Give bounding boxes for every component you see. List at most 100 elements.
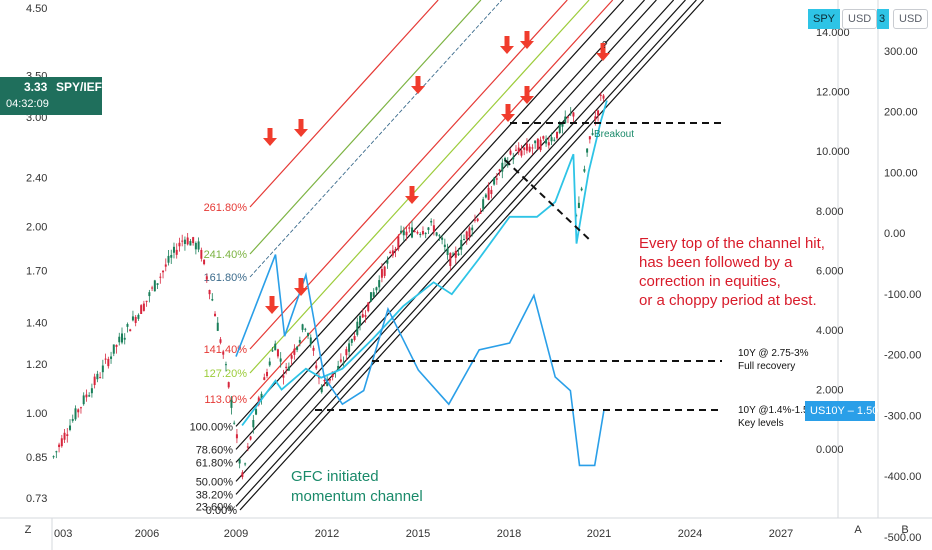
candle-body: [293, 348, 296, 355]
channel-line: [239, 0, 705, 511]
ratio-price-tag[interactable]: 3.33 SPY/IEF 04:32:09: [0, 77, 102, 115]
spy-currency-button[interactable]: USD: [842, 9, 878, 29]
candle-body: [77, 409, 80, 413]
candle-body: [531, 147, 534, 149]
candle-body: [238, 459, 241, 464]
channel-level-label: 38.20%: [196, 489, 234, 501]
candle-body: [482, 199, 485, 209]
channel-level-label: 127.20%: [204, 368, 248, 380]
left-tick-label: 1.40: [26, 318, 47, 330]
candle-body: [301, 324, 304, 330]
candle-body: [545, 139, 548, 144]
pct-currency-button[interactable]: USD: [893, 9, 929, 29]
x-tick-label: 003: [54, 528, 72, 540]
pct-tick-label: 300.00: [884, 46, 918, 58]
channel-line: [235, 0, 697, 507]
candle-body: [266, 371, 269, 377]
channel-line: [235, 0, 625, 427]
candle-body: [337, 365, 340, 370]
candle-body: [400, 230, 403, 233]
fib-channel: 261.80% 241.40% 161.80% 141.40% 127.20% 113.0…: [190, 0, 705, 517]
candle-body: [148, 292, 151, 297]
us10y-separator: –: [847, 405, 857, 417]
candle-body: [268, 361, 271, 366]
candle-body: [255, 409, 258, 415]
candle-body: [356, 321, 359, 335]
candle-body: [257, 397, 260, 405]
candle-body: [367, 302, 370, 312]
arrow-marker: [520, 86, 534, 104]
log-scale-toggle[interactable]: B: [901, 524, 909, 536]
candle-body: [394, 248, 397, 251]
candle-body: [71, 419, 74, 421]
candle-body: [142, 303, 145, 311]
candle-body: [153, 280, 156, 292]
arrow-marker: [263, 128, 277, 146]
arrow-marker: [294, 119, 308, 137]
candle-body: [597, 110, 600, 116]
candle-body: [307, 333, 310, 337]
channel-line: [235, 0, 645, 450]
candle-body: [101, 365, 104, 373]
left-tick-label: 1.70: [26, 265, 47, 277]
zoom-toggle[interactable]: Z: [24, 524, 32, 536]
candle-body: [345, 349, 348, 356]
candle-body: [514, 149, 517, 151]
candle-body: [287, 366, 290, 371]
candle-body: [454, 250, 457, 258]
bar-countdown: 04:32:09: [6, 98, 49, 110]
candle-body: [55, 451, 58, 453]
candle-body: [58, 444, 61, 448]
candle-body: [339, 359, 342, 362]
level-label: Full recovery: [738, 361, 795, 372]
arrow-marker: [596, 43, 610, 61]
candle-body: [121, 333, 123, 343]
candle-body: [350, 339, 353, 343]
candle-body: [131, 316, 134, 321]
candle-body: [162, 270, 165, 273]
channel-level-label: 100.00%: [190, 421, 234, 433]
us10y-price-tag[interactable]: US10Y – 1.505: [805, 401, 884, 421]
note-line: has been followed by a: [639, 254, 793, 271]
candle-body: [137, 314, 140, 319]
candle-body: [583, 169, 586, 172]
candle-body: [421, 231, 424, 235]
arrow-marker: [500, 36, 514, 54]
candle-body: [328, 378, 331, 381]
candle-body: [588, 136, 591, 140]
candle-body: [227, 382, 230, 388]
auto-scale-toggle[interactable]: A: [854, 524, 862, 536]
candle-body: [112, 344, 115, 354]
candle-body: [320, 386, 323, 393]
left-tick-label: 3.00: [26, 112, 47, 124]
breakout-label: Breakout: [594, 129, 634, 140]
x-tick-label: 2027: [769, 528, 793, 540]
ratio-current-value: 3.33: [24, 80, 48, 94]
pct-tick-label: -200.00: [884, 350, 921, 362]
channel-level-label: 78.60%: [196, 444, 234, 456]
candle-body: [323, 379, 326, 382]
candle-body: [498, 169, 501, 171]
channel-line: [249, 0, 614, 400]
candle-body: [178, 242, 181, 247]
candle-body: [391, 250, 394, 256]
spy-tick-label: 6.000: [816, 265, 844, 277]
candle-body: [279, 358, 282, 362]
candles-series: [52, 92, 605, 480]
candle-body: [197, 241, 200, 250]
channel-level-label: 261.80%: [204, 202, 248, 214]
candle-body: [82, 395, 85, 405]
spy-tag[interactable]: SPY: [808, 9, 841, 29]
left-tick-label: 2.00: [26, 221, 47, 233]
candle-body: [536, 138, 539, 150]
candle-body: [495, 178, 498, 180]
candle-body: [402, 230, 405, 236]
candle-body: [408, 227, 411, 229]
candle-body: [528, 146, 531, 152]
candle-body: [79, 407, 82, 409]
candle-body: [233, 422, 236, 424]
candle-body: [118, 336, 121, 343]
channel-line: [249, 0, 439, 208]
candle-body: [249, 436, 252, 440]
